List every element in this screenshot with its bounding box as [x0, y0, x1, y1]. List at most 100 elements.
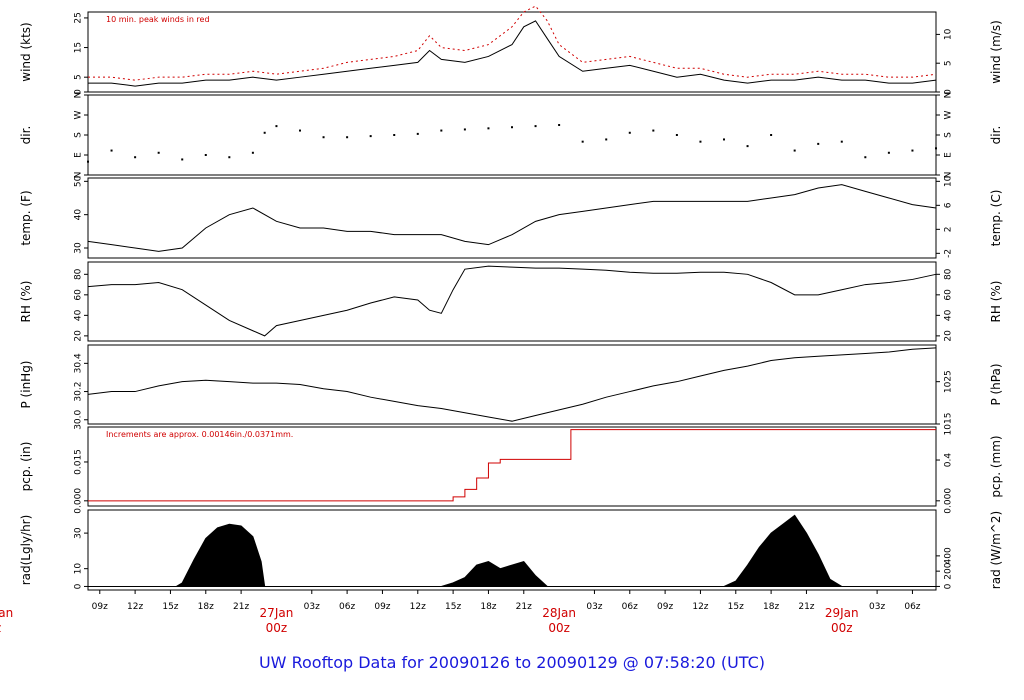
x-tick-label: 03z — [586, 602, 602, 612]
left-tick-label: 40 — [74, 209, 84, 221]
dir-point — [204, 154, 207, 156]
left-tick-label: 30 — [74, 242, 84, 254]
day-label-time: 00z — [266, 621, 288, 635]
dir-point — [228, 156, 231, 159]
dir-point — [699, 140, 702, 143]
dir-point — [181, 158, 184, 161]
rad-area — [88, 514, 936, 587]
panel-annotation: 10 min. peak winds in red — [106, 15, 210, 24]
left-tick-label: 0.015 — [74, 449, 84, 475]
x-tick-label: 18z — [198, 602, 214, 612]
right-axis-label: rad (W/m^2) — [989, 511, 1003, 589]
panel-frame — [87, 426, 937, 507]
left-axis-label: dir. — [19, 126, 33, 145]
dir-point — [840, 140, 843, 143]
series-temp-0 — [87, 184, 937, 252]
panel-rh: 20 40 60 80 20 40 60 80 RH (%) RH (%) — [19, 261, 1003, 342]
dir-point — [746, 145, 749, 148]
panel-frame — [87, 177, 937, 259]
day-label-date: Jan — [0, 606, 13, 620]
x-tick-label: 03z — [869, 602, 885, 612]
dir-point — [299, 129, 301, 132]
panel-frame — [87, 11, 937, 93]
panel-frame — [87, 261, 937, 342]
left-axis-label: RH (%) — [19, 281, 33, 323]
series-rh-0 — [87, 265, 937, 337]
series-wind-1 — [88, 5, 937, 81]
day-label-date: 28Jan — [542, 606, 576, 620]
right-tick-label: 400 — [944, 547, 954, 564]
left-tick-label: N — [74, 92, 84, 99]
right-tick-label: W — [944, 110, 954, 119]
left-tick-label: 0 — [74, 89, 84, 95]
dir-point — [817, 142, 820, 145]
left-tick-label: 30.4 — [74, 353, 84, 373]
right-tick-label: 1025 — [944, 370, 954, 393]
left-tick-label: 40 — [74, 309, 84, 321]
left-tick-label: 80 — [74, 268, 84, 280]
right-tick-label: 2 — [944, 226, 954, 232]
dir-point — [416, 132, 419, 135]
right-axis-label: pcp. (mm) — [989, 435, 1003, 497]
dir-point — [346, 136, 349, 139]
chart-title: UW Rooftop Data for 20090126 to 20090129… — [259, 653, 765, 672]
dir-point — [110, 149, 113, 152]
right-tick-label: 0.000 — [944, 488, 954, 514]
x-tick-label: 15z — [445, 602, 461, 612]
x-tick-label: 21z — [516, 602, 532, 612]
dir-point — [134, 156, 137, 159]
dir-point — [393, 134, 396, 136]
x-tick-label: 06z — [339, 602, 355, 612]
right-tick-label: E — [944, 152, 954, 158]
right-tick-label: S — [944, 132, 954, 138]
dir-point — [369, 135, 372, 138]
dir-point — [723, 138, 725, 141]
x-axis: 09z 12z 15z 18z 21z 03z 06z 09z 12z 15z 18z 21z 03z 0… — [0, 590, 921, 635]
dir-point — [652, 129, 655, 132]
dir-point — [487, 127, 490, 130]
x-tick-label: 09z — [657, 602, 673, 612]
panel-frame — [87, 94, 937, 176]
dir-point — [534, 125, 537, 128]
dir-point — [322, 136, 325, 139]
dir-point — [581, 140, 584, 143]
panel-frame — [87, 509, 937, 591]
dir-point — [157, 151, 160, 154]
right-tick-label: 20 — [944, 330, 954, 342]
right-tick-label: 10 — [944, 175, 954, 187]
series-pcp-0 — [88, 429, 936, 502]
left-tick-label: 60 — [74, 289, 84, 301]
right-tick-label: 80 — [944, 268, 954, 280]
right-axis-label: dir. — [989, 126, 1003, 145]
left-tick-label: 30.2 — [74, 382, 84, 402]
panel-frame — [87, 344, 937, 425]
dir-point — [675, 134, 678, 136]
dir-point — [935, 147, 937, 150]
day-label-time: 00z — [831, 621, 853, 635]
right-tick-label: 60 — [944, 289, 954, 301]
panel-wind: 0 5 15 25 0 5 10 wind (kts) wind (m/s) 10 min. pe… — [19, 5, 1003, 95]
x-tick-label: 21z — [233, 602, 249, 612]
dir-point — [887, 151, 890, 154]
right-tick-label: -2 — [944, 249, 954, 258]
x-tick-label: 09z — [374, 602, 390, 612]
panel-annotation: Increments are approx. 0.00146in./0.0371… — [106, 430, 293, 439]
dir-point — [87, 160, 89, 163]
panel-p: 30.0 30.2 30.4 1015 1025 P (inHg) P (hPa) — [19, 344, 1003, 435]
right-axis-label: RH (%) — [989, 281, 1003, 323]
dir-point — [605, 138, 608, 141]
dir-point — [628, 131, 631, 134]
dir-point — [911, 149, 914, 152]
x-tick-label: 18z — [480, 602, 496, 612]
right-axis-label: temp. (C) — [989, 190, 1003, 247]
left-tick-label: 0.000 — [74, 488, 84, 514]
left-tick-label: 15 — [74, 42, 84, 53]
dir-point — [511, 126, 513, 129]
dir-point — [251, 151, 254, 154]
left-tick-label: E — [74, 152, 84, 158]
day-label-date: 29Jan — [825, 606, 859, 620]
series-wind-0 — [88, 20, 937, 87]
